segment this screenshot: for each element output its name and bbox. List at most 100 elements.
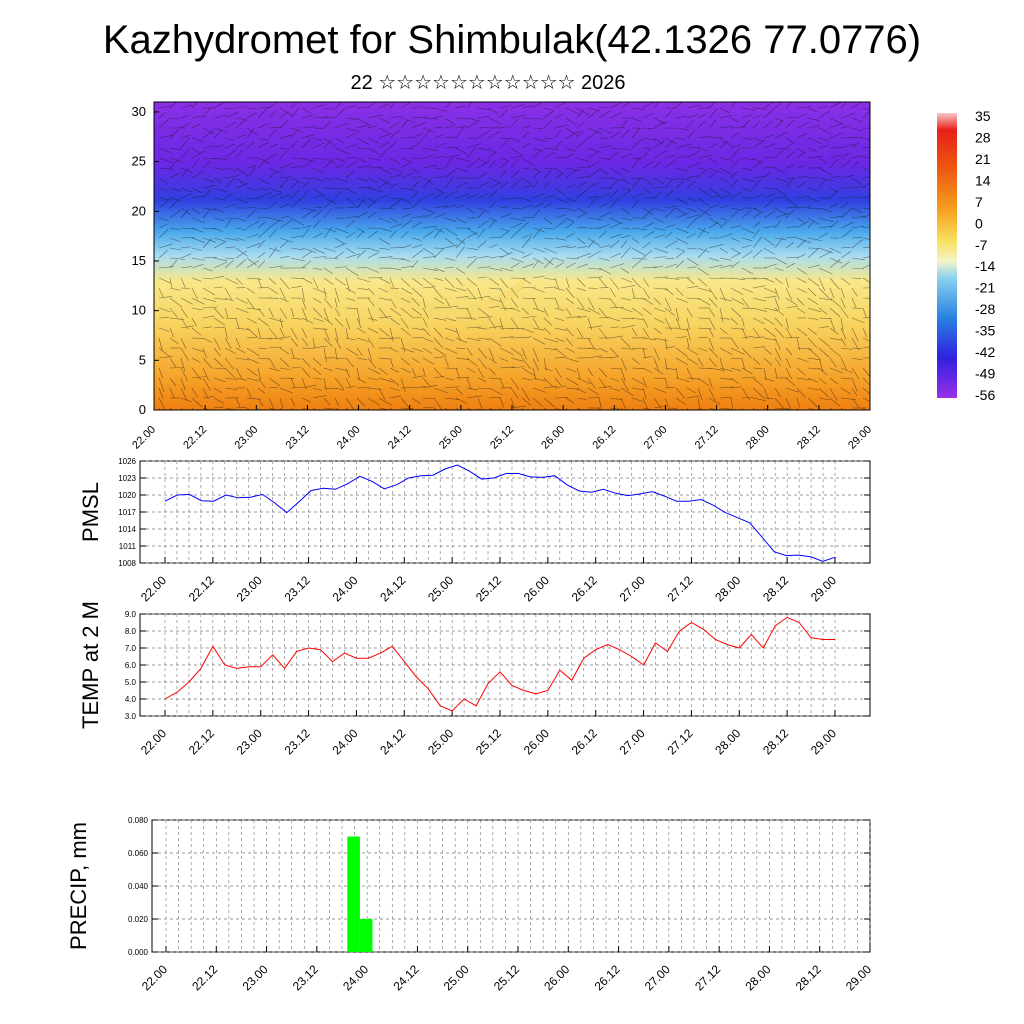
wind-vector	[367, 212, 376, 219]
wind-vector	[488, 317, 496, 329]
wind-vector	[796, 327, 808, 337]
wind-vector	[158, 347, 171, 358]
wind-vector	[565, 169, 578, 179]
wind-vector	[620, 240, 628, 249]
wind-vector	[510, 118, 519, 129]
wind-vector	[334, 327, 339, 342]
wind-vector	[444, 157, 453, 169]
wind-vector	[565, 117, 577, 125]
wind-vector	[224, 175, 240, 179]
wind-vector	[708, 407, 718, 410]
wind-vector	[840, 201, 849, 209]
wind-vector	[246, 141, 255, 149]
wind-vector	[829, 337, 842, 341]
wind-vector	[521, 253, 533, 259]
wind-vector	[158, 134, 173, 139]
wind-vector	[345, 215, 359, 219]
wind-vector	[609, 180, 619, 189]
wind-vector	[411, 105, 423, 109]
wind-vector	[719, 264, 733, 269]
wind-vector	[400, 197, 411, 204]
wind-vector	[367, 307, 374, 323]
wind-vector	[609, 335, 624, 339]
wind-vector	[587, 325, 602, 329]
wind-vector	[807, 327, 817, 335]
wind-vector	[378, 227, 392, 232]
wind-vector	[807, 137, 823, 144]
wind-vector	[532, 327, 545, 331]
wind-vector	[477, 255, 490, 259]
wind-vector	[598, 307, 608, 319]
wind-vector	[752, 327, 761, 339]
wind-vector	[686, 277, 695, 285]
wind-vector	[532, 297, 539, 311]
wind-vector	[268, 167, 282, 175]
wind-vector	[257, 123, 269, 129]
wind-vector	[224, 193, 234, 199]
wind-vector	[191, 327, 202, 336]
wind-vector	[565, 357, 579, 363]
wind-vector	[565, 107, 580, 115]
wind-vector	[862, 327, 867, 338]
wind-vector	[818, 347, 830, 358]
wind-vector	[257, 157, 270, 164]
colorbar-label: -49	[975, 366, 995, 382]
wind-vector	[367, 387, 382, 390]
wind-vector	[213, 367, 226, 370]
wind-vector	[851, 387, 858, 396]
wind-vector	[774, 167, 786, 174]
wind-vector	[356, 397, 366, 407]
wind-vector	[312, 377, 323, 380]
x-tick-label: 27.00	[642, 424, 670, 452]
wind-vector	[235, 357, 250, 361]
wind-vector	[653, 102, 659, 109]
wind-vector	[246, 187, 257, 191]
wind-vector	[455, 307, 469, 310]
wind-vector	[763, 198, 774, 209]
wind-vector	[257, 157, 269, 169]
wind-vector	[356, 377, 367, 384]
wind-vector	[576, 397, 587, 400]
wind-vector	[675, 377, 690, 383]
wind-vector	[191, 123, 202, 129]
wind-vector	[323, 107, 335, 110]
wind-vector	[389, 129, 401, 139]
wind-vector	[697, 347, 708, 352]
wind-vector	[708, 297, 718, 308]
wind-vector	[169, 237, 181, 243]
wind-vector	[499, 397, 505, 408]
x-tick-label: 29.00	[808, 573, 839, 604]
wind-vector	[609, 297, 618, 309]
x-tick-label: 24.00	[329, 726, 360, 757]
wind-vector	[257, 317, 270, 327]
wind-vector	[686, 307, 693, 318]
wind-vector	[334, 164, 344, 169]
wind-vector	[191, 347, 204, 353]
wind-vector	[378, 194, 390, 199]
wind-vector	[851, 196, 863, 199]
wind-vector	[191, 195, 203, 199]
wind-vector	[829, 407, 834, 410]
wind-vector	[554, 385, 567, 389]
wind-vector	[532, 387, 547, 393]
wind-vector	[840, 317, 844, 332]
wind-vector	[763, 307, 779, 312]
y-tick-label: 1014	[118, 525, 136, 534]
wind-vector	[290, 347, 295, 359]
wind-vector	[609, 277, 620, 290]
wind-vector	[444, 117, 456, 126]
wind-vector	[796, 297, 805, 306]
wind-vector	[631, 177, 642, 189]
wind-vector	[466, 143, 481, 149]
wind-vector	[521, 233, 533, 239]
wind-vector	[554, 124, 568, 129]
wind-vector	[609, 387, 621, 392]
wind-vector	[543, 377, 554, 388]
wind-vector	[851, 186, 863, 189]
wind-vector	[609, 347, 619, 357]
wind-vector	[521, 307, 529, 315]
wind-vector	[653, 357, 659, 371]
wind-vector	[169, 367, 185, 369]
wind-vector	[334, 102, 343, 109]
wind-vector	[290, 180, 299, 189]
